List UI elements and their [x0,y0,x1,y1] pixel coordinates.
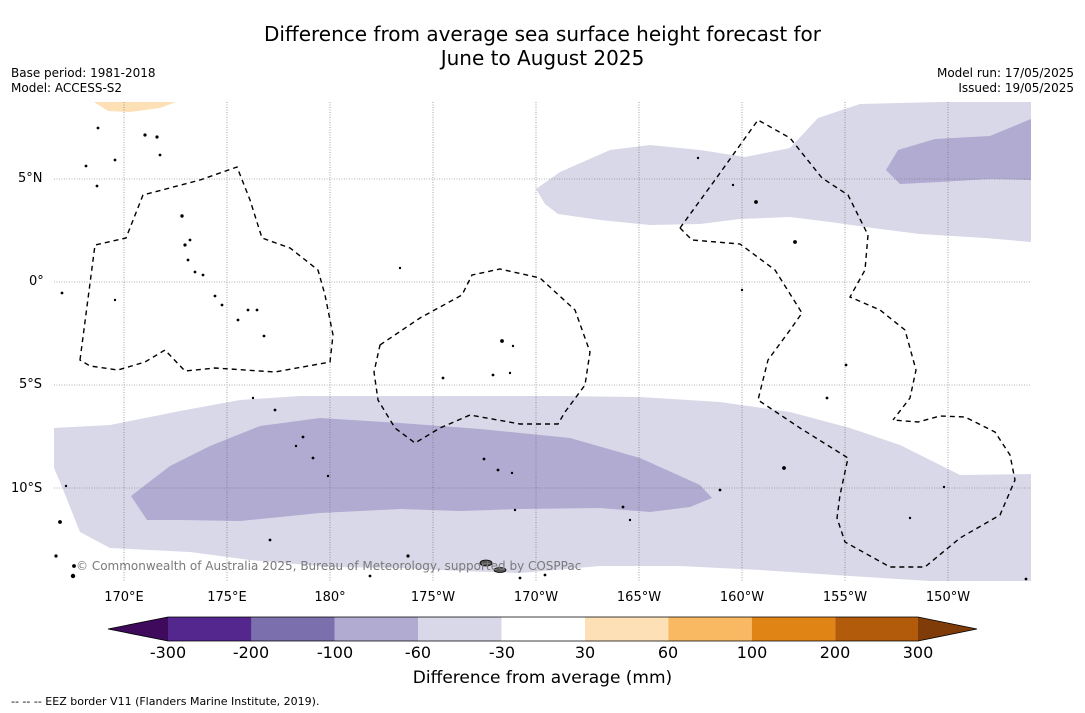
lon-label: 170°W [513,590,559,605]
lat-label-0: 0° [29,274,44,289]
model-run: Model run: 17/05/2025 [936,66,1074,80]
gridlines [54,102,1031,581]
lon-label: 180° [314,590,346,605]
colorbar-tick-label: -200 [232,643,270,662]
colorbar-tick-label: 60 [657,643,679,662]
anomaly-region-north-pale [536,102,1031,242]
colorbar-tick-label: -60 [404,643,432,662]
colorbar-arrow-low [108,617,168,641]
lon-label: 170°E [104,590,144,605]
base-period: Base period: 1981-2018 [11,66,156,80]
lat-label-5n: 5°N [18,171,43,186]
title-line-1: Difference from average sea surface heig… [263,22,822,46]
lat-label-5s: 5°S [19,377,43,392]
lon-label: 175°E [207,590,247,605]
lon-label: 150°W [925,590,971,605]
meta-right: Model run: 17/05/2025 Issued: 19/05/2025 [937,66,1074,96]
title-line-2: June to August 2025 [440,46,645,70]
colorbar-segment [501,617,585,641]
colorbar-segment [751,617,836,641]
colorbar-segment [334,617,419,641]
colorbar-segment [668,617,752,641]
copyright-notice: © Commonwealth of Australia 2025, Bureau… [76,559,582,573]
eez-border-line-islands [679,119,917,421]
map-title: Difference from average sea surface heig… [0,22,1085,70]
lon-label: 160°W [719,590,765,605]
lon-label: 175°W [410,590,456,605]
colorbar-tick-label: 30 [574,643,596,662]
issued-date: Issued: 19/05/2025 [958,81,1074,95]
colorbar-segment [251,617,335,641]
colorbar-tick-label: -30 [488,643,516,662]
colorbar-tick-label: -300 [149,643,187,662]
colorbar-label: Difference from average (mm) [412,668,673,688]
anomaly-region-pale-orange [94,102,176,112]
colorbar-tick-label: -100 [316,643,354,662]
eez-border-kiribati-gilberts [79,166,334,373]
colorbar-segment [835,617,919,641]
lat-label-10s: 10°S [11,481,43,496]
lon-label: 155°W [822,590,868,605]
colorbar-arrow-high [918,617,977,641]
colorbar-tick-label: 300 [902,643,934,662]
colorbar-segment [585,617,669,641]
islands [54,126,1028,581]
meta-left: Base period: 1981-2018 Model: ACCESS-S2 [11,66,156,96]
model-name: Model: ACCESS-S2 [11,81,123,95]
colorbar-tick-label: 200 [819,643,851,662]
eez-borders [79,119,1016,568]
colorbar-segment [418,617,502,641]
colorbar-tick-label: 100 [736,643,768,662]
anomaly-region-south-mid [131,418,712,521]
eez-border-phoenix [373,268,591,444]
lon-label: 165°W [616,590,662,605]
colorbar-outline [107,616,978,642]
map-area [54,102,1031,581]
eez-footnote: -- -- -- EEZ border V11 (Flanders Marine… [11,695,320,708]
anomaly-region-north-mid [886,119,1031,184]
colorbar-segment [168,617,252,641]
colorbar [107,616,978,642]
